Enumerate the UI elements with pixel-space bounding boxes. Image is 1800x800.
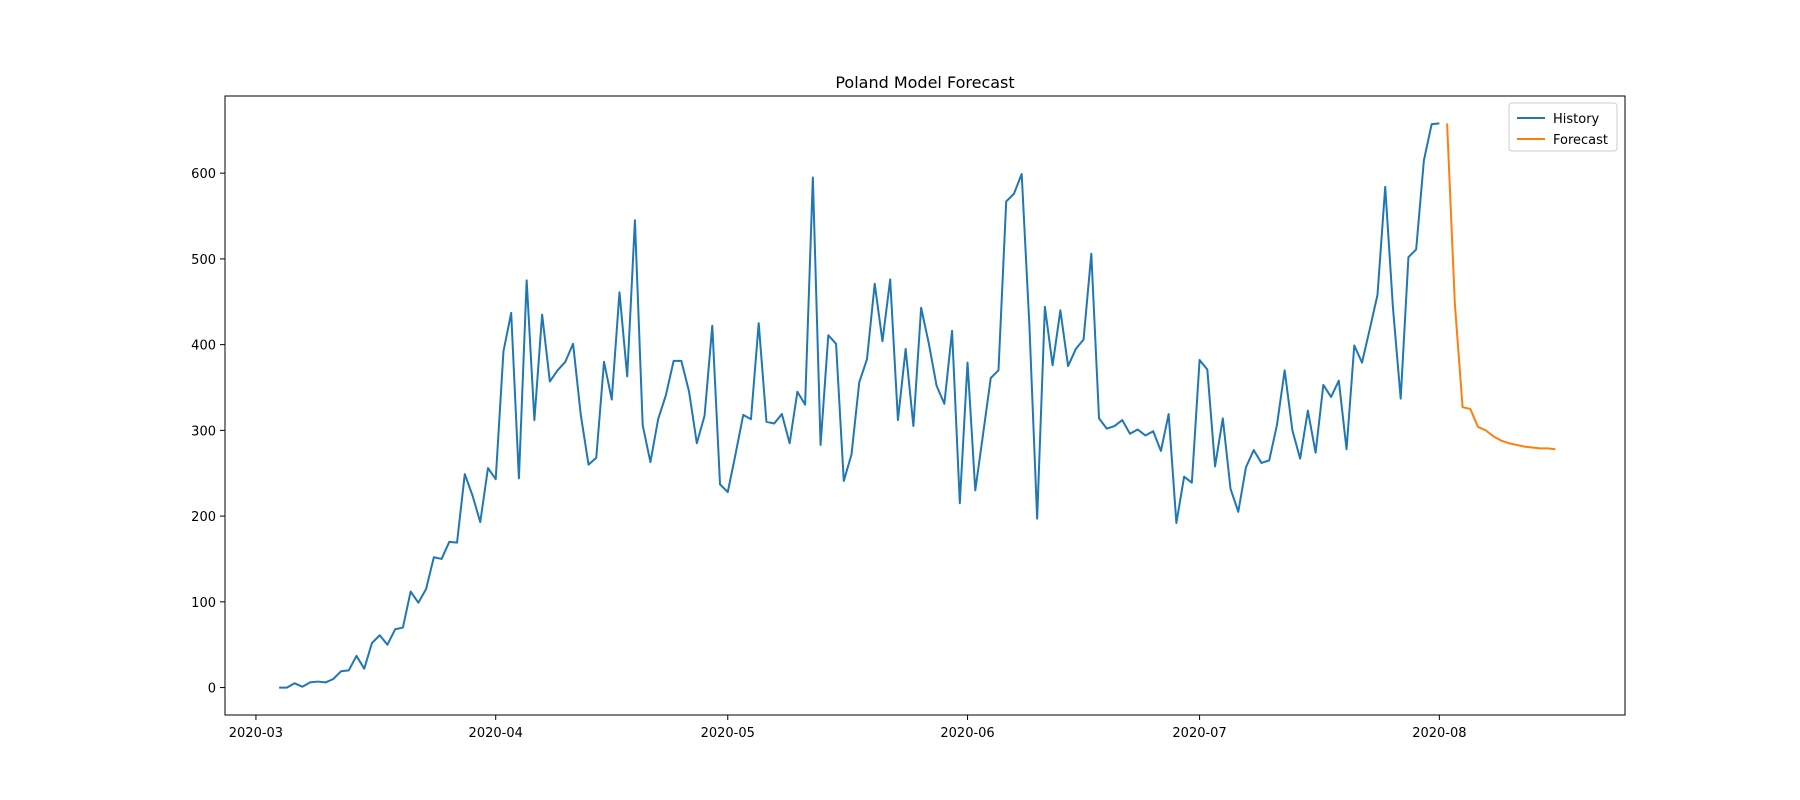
y-axis: 0 100 200 300 400 500 600 (191, 167, 225, 697)
x-tick-label: 2020-08 (1412, 726, 1466, 741)
series-line-forecast (1446, 123, 1556, 451)
y-tick-label: 0 (208, 682, 216, 697)
legend-label-history: History (1553, 112, 1600, 127)
legend: History Forecast (1508, 102, 1618, 152)
x-tick-label: 2020-03 (229, 726, 283, 741)
plot-area (279, 122, 1556, 689)
chart-title: Poland Model Forecast (835, 73, 1014, 92)
y-tick-label: 400 (191, 339, 216, 354)
legend-label-forecast: Forecast (1553, 133, 1608, 148)
y-tick-label: 200 (191, 510, 216, 525)
x-tick-label: 2020-06 (940, 726, 994, 741)
x-tick-label: 2020-04 (469, 726, 523, 741)
x-tick-label: 2020-05 (701, 726, 755, 741)
series-line-history (279, 122, 1440, 689)
y-tick-label: 300 (191, 424, 216, 439)
plot-frame (224, 95, 1626, 716)
x-axis: 2020-03 2020-04 2020-05 2020-06 2020-07 2020-… (229, 715, 1467, 741)
y-tick-label: 100 (191, 596, 216, 611)
x-tick-label: 2020-07 (1172, 726, 1226, 741)
y-tick-label: 500 (191, 253, 216, 268)
y-tick-label: 600 (191, 167, 216, 182)
